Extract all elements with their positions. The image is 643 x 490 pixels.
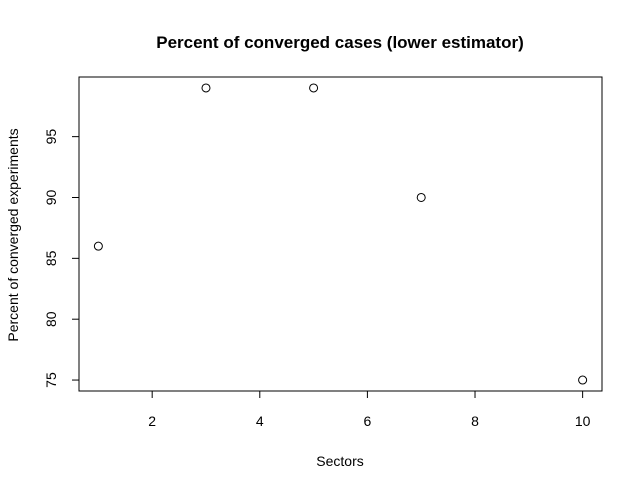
x-tick-label: 2	[148, 413, 156, 429]
x-axis-ticks: 2 4 6 8 10	[148, 391, 591, 429]
chart-title: Percent of converged cases (lower estima…	[156, 33, 524, 52]
data-point	[416, 192, 426, 202]
x-tick-label: 6	[364, 413, 372, 429]
data-point	[201, 83, 211, 93]
x-tick-label: 10	[575, 413, 591, 429]
y-tick-label: 90	[43, 189, 59, 205]
data-points	[93, 83, 588, 385]
data-point	[578, 375, 588, 385]
y-axis-label: Percent of converged experiments	[5, 128, 21, 341]
x-axis-label: Sectors	[316, 453, 363, 469]
y-axis-ticks: 75 80 85 90 95	[43, 129, 79, 388]
y-tick-label: 75	[43, 372, 59, 388]
y-tick-label: 85	[43, 250, 59, 266]
x-tick-label: 8	[471, 413, 479, 429]
data-point	[309, 83, 319, 93]
plot-frame	[78, 76, 603, 392]
data-point	[93, 241, 103, 251]
x-tick-label: 4	[256, 413, 264, 429]
y-tick-label: 80	[43, 311, 59, 327]
y-tick-label: 95	[43, 129, 59, 145]
